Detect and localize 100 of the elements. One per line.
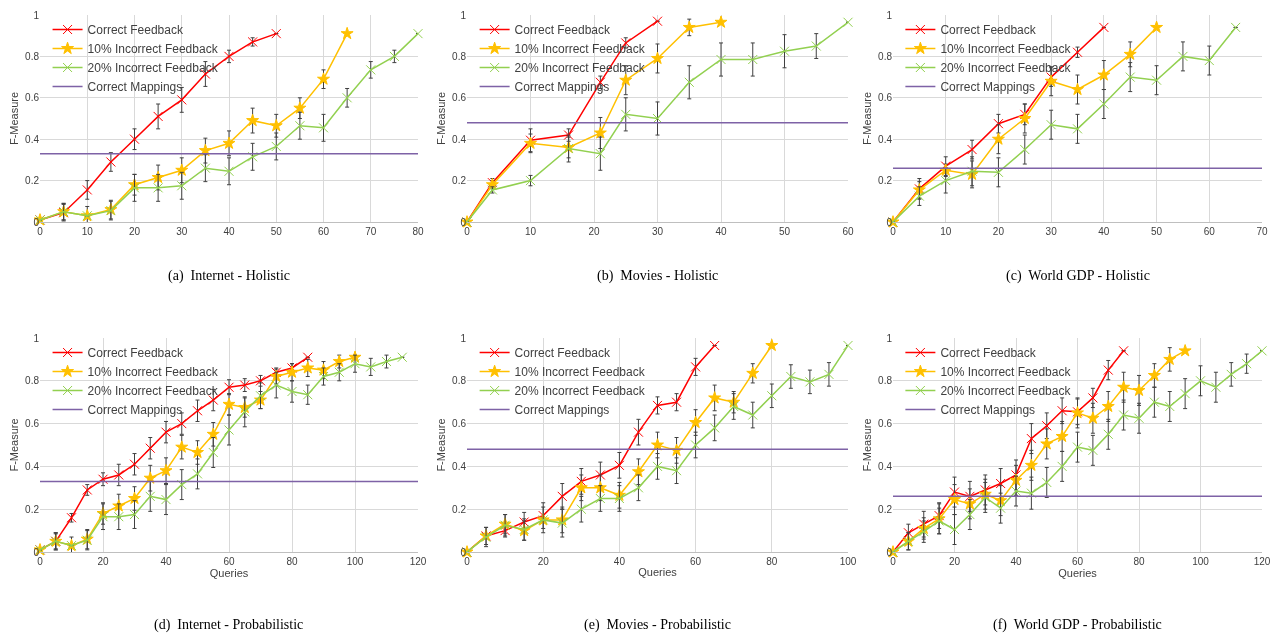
y-tick-label: 0.8 — [878, 375, 893, 387]
y-axis-title: F-Measure — [434, 91, 447, 146]
x-tick-label: 40 — [613, 556, 626, 567]
legend-label: Correct Mappings — [940, 80, 1036, 95]
y-tick-label: 0.8 — [25, 375, 40, 387]
x-axis-title: Queries — [209, 567, 249, 579]
legend-label: 20% Incorrect Feedback — [940, 384, 1072, 399]
x-tick-label: 120 — [409, 556, 427, 567]
legend-label: Correct Mappings — [940, 403, 1036, 418]
x-tick-label: 30 — [1045, 226, 1058, 237]
legend-label: Correct Feedback — [940, 23, 1037, 38]
legend-label: 10% Incorrect Feedback — [940, 42, 1072, 57]
x-tick-label: 20 — [588, 226, 600, 237]
legend-label: Correct Feedback — [514, 346, 611, 361]
x-tick-label: 40 — [715, 226, 727, 237]
y-tick-label: 0.4 — [452, 460, 467, 472]
x-tick-label: 10 — [81, 226, 94, 237]
y-tick-label: 0 — [886, 216, 893, 228]
x-tick-label: 20 — [948, 556, 961, 567]
y-tick-label: 0.4 — [878, 133, 893, 145]
y-tick-label: 1 — [33, 9, 40, 21]
y-axis-title: F-Measure — [434, 418, 447, 472]
text: (d) Internet - Probabilistic — [154, 617, 304, 633]
y-tick-label: 0 — [460, 546, 467, 558]
y-tick-label: 1 — [33, 332, 40, 344]
legend-label: Correct Mappings — [87, 80, 183, 95]
legend-label: Correct Mappings — [87, 403, 183, 418]
legend-label: 20% Incorrect Feedback — [514, 384, 646, 399]
y-tick-label: 0.6 — [452, 92, 467, 104]
legend-label: 10% Incorrect Feedback — [87, 365, 219, 380]
x-axis-title: Queries — [638, 566, 678, 579]
x-tick-label: 20 — [992, 226, 1005, 237]
x-tick-label: 10 — [940, 226, 952, 237]
x-tick-label: 50 — [778, 226, 791, 237]
y-tick-label: 0.2 — [878, 175, 893, 187]
legend-label: 20% Incorrect Feedback — [87, 384, 219, 399]
x-tick-label: 60 — [317, 226, 330, 237]
legend-label: 10% Incorrect Feedback — [87, 42, 219, 57]
x-tick-label: 40 — [223, 226, 235, 237]
y-tick-label: 0.8 — [452, 375, 467, 387]
legend-label: Correct Feedback — [514, 23, 611, 38]
y-tick-label: 0.4 — [25, 133, 40, 145]
text: (e) Movies - Probabilistic — [584, 617, 731, 633]
y-tick-label: 0.6 — [452, 418, 467, 430]
x-tick-label: 10 — [524, 226, 537, 237]
text: (c) World GDP - Holistic — [1006, 268, 1150, 284]
x-tick-label: 70 — [1256, 226, 1268, 237]
y-tick-label: 0.6 — [878, 418, 893, 430]
y-tick-label: 0 — [33, 546, 40, 558]
y-tick-label: 0 — [33, 216, 40, 228]
x-tick-label: 80 — [766, 556, 778, 567]
x-tick-label: 60 — [690, 556, 702, 567]
y-tick-label: 0.4 — [452, 133, 467, 145]
legend-label: Correct Feedback — [87, 346, 184, 361]
x-tick-label: 50 — [1151, 226, 1163, 237]
x-tick-label: 70 — [365, 226, 377, 237]
y-tick-label: 0.2 — [452, 175, 467, 187]
y-axis-title: F-Measure — [860, 418, 873, 472]
y-tick-label: 0.2 — [452, 503, 467, 515]
x-tick-label: 100 — [346, 556, 364, 567]
y-axis-title: F-Measure — [7, 418, 20, 472]
legend-label: 10% Incorrect Feedback — [514, 365, 646, 380]
y-tick-label: 1 — [886, 9, 893, 21]
x-tick-label: 40 — [1010, 556, 1022, 567]
y-tick-label: 0.8 — [25, 50, 40, 62]
x-axis-title: Queries — [1058, 567, 1098, 579]
legend-label: Correct Feedback — [940, 346, 1037, 361]
text: (a) Internet - Holistic — [168, 268, 291, 284]
y-tick-label: 0 — [460, 216, 467, 228]
x-tick-label: 120 — [1253, 556, 1271, 567]
x-tick-label: 100 — [1192, 556, 1210, 567]
text: (f) World GDP - Probabilistic — [993, 617, 1162, 633]
y-tick-label: 0 — [886, 546, 893, 558]
y-tick-label: 0.8 — [452, 50, 467, 62]
x-tick-label: 80 — [412, 226, 424, 237]
y-tick-label: 0.6 — [25, 418, 40, 430]
legend-label: Correct Mappings — [514, 403, 610, 418]
y-tick-label: 0.2 — [25, 503, 40, 515]
y-tick-label: 0.2 — [878, 503, 893, 515]
y-tick-label: 0.8 — [878, 50, 893, 62]
x-tick-label: 40 — [1098, 226, 1110, 237]
x-tick-label: 60 — [842, 226, 854, 237]
legend-label: Correct Feedback — [87, 23, 184, 38]
y-tick-label: 1 — [460, 332, 467, 344]
y-tick-label: 1 — [886, 332, 893, 344]
x-tick-label: 20 — [128, 226, 141, 237]
y-tick-label: 0.6 — [25, 92, 40, 104]
x-tick-label: 100 — [839, 556, 857, 567]
y-tick-label: 0.2 — [25, 175, 40, 187]
x-tick-label: 60 — [1071, 556, 1084, 567]
x-tick-label: 80 — [1133, 556, 1145, 567]
x-tick-label: 30 — [651, 226, 664, 237]
x-tick-label: 30 — [176, 226, 188, 237]
y-tick-label: 0.6 — [878, 92, 893, 104]
legend-label: 10% Incorrect Feedback — [940, 365, 1072, 380]
x-tick-label: 20 — [537, 556, 550, 567]
x-tick-label: 60 — [1203, 226, 1216, 237]
x-tick-label: 50 — [270, 226, 283, 237]
x-tick-label: 20 — [97, 556, 109, 567]
x-tick-label: 40 — [160, 556, 172, 567]
